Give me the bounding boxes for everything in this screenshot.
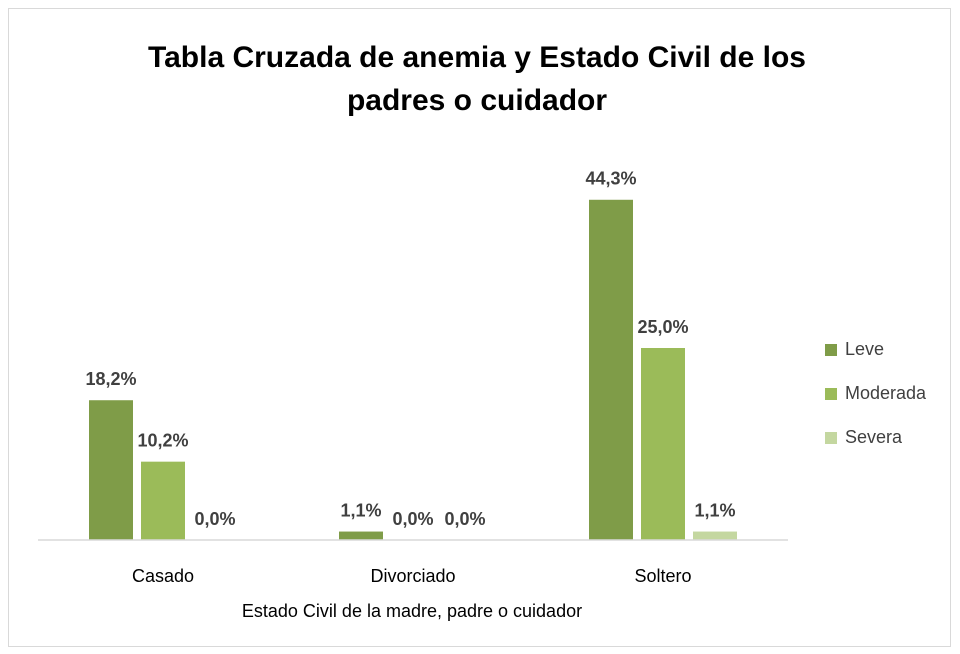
x-tick-label: Divorciado xyxy=(370,566,455,586)
legend-swatch xyxy=(825,432,837,444)
chart-frame xyxy=(8,8,951,647)
value-label: 10,2% xyxy=(137,430,188,450)
bar xyxy=(141,461,185,540)
value-label: 25,0% xyxy=(637,317,688,337)
legend-label: Moderada xyxy=(845,383,927,403)
x-tick-label: Casado xyxy=(132,566,194,586)
legend-label: Severa xyxy=(845,427,903,447)
legend-label: Leve xyxy=(845,339,884,359)
bar xyxy=(693,531,737,540)
x-axis-title: Estado Civil de la madre, padre o cuidad… xyxy=(242,601,582,621)
x-tick-label: Soltero xyxy=(634,566,691,586)
bar xyxy=(641,348,685,540)
bar xyxy=(339,531,383,540)
value-label: 18,2% xyxy=(85,369,136,389)
value-label: 0,0% xyxy=(392,509,433,529)
legend-swatch xyxy=(825,344,837,356)
legend-swatch xyxy=(825,388,837,400)
value-label: 1,1% xyxy=(694,500,735,520)
value-label: 1,1% xyxy=(340,500,381,520)
bar xyxy=(89,400,133,540)
value-label: 44,3% xyxy=(585,169,636,189)
value-label: 0,0% xyxy=(444,509,485,529)
bar xyxy=(589,199,633,540)
value-label: 0,0% xyxy=(194,509,235,529)
chart-title: Tabla Cruzada de anemia y Estado Civil d… xyxy=(148,41,806,117)
